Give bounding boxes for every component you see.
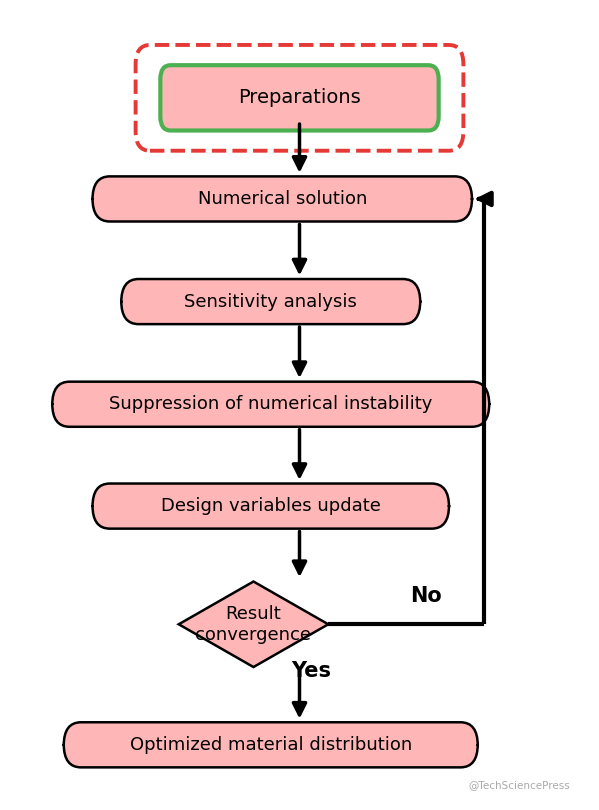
FancyBboxPatch shape — [121, 279, 420, 324]
Text: Yes: Yes — [291, 661, 331, 681]
Text: Design variables update: Design variables update — [161, 497, 381, 515]
Text: Sensitivity analysis: Sensitivity analysis — [184, 292, 357, 310]
Text: Result
convergence: Result convergence — [195, 605, 311, 644]
FancyBboxPatch shape — [52, 382, 489, 427]
Text: Optimized material distribution: Optimized material distribution — [129, 735, 412, 754]
Text: Suppression of numerical instability: Suppression of numerical instability — [109, 395, 432, 413]
Text: Numerical solution: Numerical solution — [198, 190, 367, 208]
Text: No: No — [410, 586, 442, 606]
FancyBboxPatch shape — [161, 65, 438, 130]
FancyBboxPatch shape — [92, 484, 449, 529]
Text: @TechSciencePress: @TechSciencePress — [468, 780, 570, 790]
FancyBboxPatch shape — [63, 723, 478, 767]
Text: Preparations: Preparations — [238, 88, 361, 108]
FancyBboxPatch shape — [92, 177, 472, 221]
Polygon shape — [179, 582, 328, 667]
